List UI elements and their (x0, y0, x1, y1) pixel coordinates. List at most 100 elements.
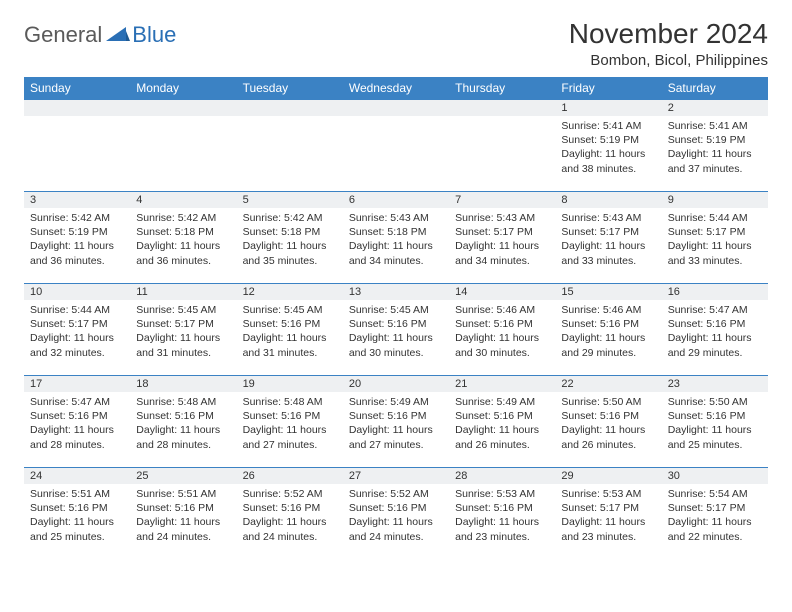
day-header-saturday: Saturday (662, 77, 768, 100)
logo-triangle-icon (106, 25, 130, 43)
calendar-cell: 22Sunrise: 5:50 AMSunset: 5:16 PMDayligh… (555, 376, 661, 468)
day-details: Sunrise: 5:42 AMSunset: 5:18 PMDaylight:… (237, 208, 343, 274)
sunset-text: Sunset: 5:17 PM (561, 225, 655, 239)
day-number: 22 (555, 376, 661, 392)
day-number: 8 (555, 192, 661, 208)
sunset-text: Sunset: 5:16 PM (243, 501, 337, 515)
sunset-text: Sunset: 5:16 PM (668, 317, 762, 331)
day-details: Sunrise: 5:45 AMSunset: 5:17 PMDaylight:… (130, 300, 236, 366)
calendar-week-row: 3Sunrise: 5:42 AMSunset: 5:19 PMDaylight… (24, 192, 768, 284)
daylight-text: Daylight: 11 hours and 22 minutes. (668, 515, 762, 543)
sunset-text: Sunset: 5:18 PM (349, 225, 443, 239)
sunset-text: Sunset: 5:16 PM (561, 409, 655, 423)
day-number (130, 100, 236, 116)
day-header-friday: Friday (555, 77, 661, 100)
day-details: Sunrise: 5:46 AMSunset: 5:16 PMDaylight:… (449, 300, 555, 366)
day-header-wednesday: Wednesday (343, 77, 449, 100)
sunrise-text: Sunrise: 5:43 AM (455, 211, 549, 225)
calendar-cell: 11Sunrise: 5:45 AMSunset: 5:17 PMDayligh… (130, 284, 236, 376)
daylight-text: Daylight: 11 hours and 25 minutes. (668, 423, 762, 451)
sunset-text: Sunset: 5:16 PM (561, 317, 655, 331)
daylight-text: Daylight: 11 hours and 32 minutes. (30, 331, 124, 359)
logo: General Blue (24, 18, 176, 48)
day-details: Sunrise: 5:43 AMSunset: 5:17 PMDaylight:… (449, 208, 555, 274)
calendar-cell: 23Sunrise: 5:50 AMSunset: 5:16 PMDayligh… (662, 376, 768, 468)
sunset-text: Sunset: 5:16 PM (136, 409, 230, 423)
header: General Blue November 2024 Bombon, Bicol… (24, 18, 768, 69)
calendar-cell (130, 100, 236, 192)
calendar-cell: 13Sunrise: 5:45 AMSunset: 5:16 PMDayligh… (343, 284, 449, 376)
calendar-cell: 8Sunrise: 5:43 AMSunset: 5:17 PMDaylight… (555, 192, 661, 284)
calendar-cell: 29Sunrise: 5:53 AMSunset: 5:17 PMDayligh… (555, 468, 661, 560)
day-number: 29 (555, 468, 661, 484)
calendar-cell: 19Sunrise: 5:48 AMSunset: 5:16 PMDayligh… (237, 376, 343, 468)
sunrise-text: Sunrise: 5:49 AM (349, 395, 443, 409)
day-details: Sunrise: 5:42 AMSunset: 5:18 PMDaylight:… (130, 208, 236, 274)
sunset-text: Sunset: 5:19 PM (668, 133, 762, 147)
day-number: 6 (343, 192, 449, 208)
title-block: November 2024 Bombon, Bicol, Philippines (569, 18, 768, 69)
daylight-text: Daylight: 11 hours and 34 minutes. (455, 239, 549, 267)
sunrise-text: Sunrise: 5:53 AM (455, 487, 549, 501)
sunrise-text: Sunrise: 5:49 AM (455, 395, 549, 409)
calendar-cell: 7Sunrise: 5:43 AMSunset: 5:17 PMDaylight… (449, 192, 555, 284)
month-title: November 2024 (569, 18, 768, 50)
sunset-text: Sunset: 5:16 PM (30, 409, 124, 423)
day-details: Sunrise: 5:48 AMSunset: 5:16 PMDaylight:… (237, 392, 343, 458)
daylight-text: Daylight: 11 hours and 35 minutes. (243, 239, 337, 267)
day-number: 26 (237, 468, 343, 484)
calendar-cell: 12Sunrise: 5:45 AMSunset: 5:16 PMDayligh… (237, 284, 343, 376)
calendar-cell: 30Sunrise: 5:54 AMSunset: 5:17 PMDayligh… (662, 468, 768, 560)
calendar-cell: 2Sunrise: 5:41 AMSunset: 5:19 PMDaylight… (662, 100, 768, 192)
day-number: 5 (237, 192, 343, 208)
sunset-text: Sunset: 5:16 PM (30, 501, 124, 515)
day-number: 13 (343, 284, 449, 300)
sunset-text: Sunset: 5:16 PM (349, 317, 443, 331)
day-number: 23 (662, 376, 768, 392)
sunrise-text: Sunrise: 5:50 AM (561, 395, 655, 409)
day-number: 28 (449, 468, 555, 484)
calendar-cell: 21Sunrise: 5:49 AMSunset: 5:16 PMDayligh… (449, 376, 555, 468)
sunset-text: Sunset: 5:18 PM (243, 225, 337, 239)
sunrise-text: Sunrise: 5:46 AM (455, 303, 549, 317)
day-number: 16 (662, 284, 768, 300)
sunset-text: Sunset: 5:16 PM (455, 409, 549, 423)
day-details: Sunrise: 5:53 AMSunset: 5:16 PMDaylight:… (449, 484, 555, 550)
sunset-text: Sunset: 5:17 PM (561, 501, 655, 515)
day-number: 7 (449, 192, 555, 208)
day-header-sunday: Sunday (24, 77, 130, 100)
sunrise-text: Sunrise: 5:51 AM (136, 487, 230, 501)
day-details: Sunrise: 5:42 AMSunset: 5:19 PMDaylight:… (24, 208, 130, 274)
sunrise-text: Sunrise: 5:43 AM (561, 211, 655, 225)
day-number: 18 (130, 376, 236, 392)
calendar-cell: 16 Sunrise: 5:47 AMSunset: 5:16 PMDayligh… (662, 284, 768, 376)
daylight-text: Daylight: 11 hours and 28 minutes. (136, 423, 230, 451)
day-number (449, 100, 555, 116)
day-number: 12 (237, 284, 343, 300)
daylight-text: Daylight: 11 hours and 30 minutes. (349, 331, 443, 359)
sunrise-text: Sunrise: 5:42 AM (243, 211, 337, 225)
daylight-text: Daylight: 11 hours and 36 minutes. (30, 239, 124, 267)
daylight-text: Daylight: 11 hours and 30 minutes. (455, 331, 549, 359)
sunrise-text: Sunrise: 5:51 AM (30, 487, 124, 501)
day-details: Sunrise: 5:51 AMSunset: 5:16 PMDaylight:… (24, 484, 130, 550)
sunrise-text: Sunrise: 5:52 AM (349, 487, 443, 501)
day-details: Sunrise: 5:53 AMSunset: 5:17 PMDaylight:… (555, 484, 661, 550)
daylight-text: Daylight: 11 hours and 23 minutes. (561, 515, 655, 543)
day-number: 10 (24, 284, 130, 300)
sunset-text: Sunset: 5:17 PM (136, 317, 230, 331)
day-details: Sunrise: 5:47 AMSunset: 5:16 PMDaylight:… (24, 392, 130, 458)
day-details: Sunrise: 5:54 AMSunset: 5:17 PMDaylight:… (662, 484, 768, 550)
sunrise-text: Sunrise: 5:53 AM (561, 487, 655, 501)
calendar-cell: 14Sunrise: 5:46 AMSunset: 5:16 PMDayligh… (449, 284, 555, 376)
sunrise-text: Sunrise: 5:47 AM (668, 303, 762, 317)
day-number: 15 (555, 284, 661, 300)
daylight-text: Daylight: 11 hours and 34 minutes. (349, 239, 443, 267)
sunrise-text: Sunrise: 5:45 AM (136, 303, 230, 317)
day-details: Sunrise: 5:45 AMSunset: 5:16 PMDaylight:… (343, 300, 449, 366)
daylight-text: Daylight: 11 hours and 29 minutes. (668, 331, 762, 359)
day-number: 4 (130, 192, 236, 208)
daylight-text: Daylight: 11 hours and 27 minutes. (243, 423, 337, 451)
sunrise-text: Sunrise: 5:43 AM (349, 211, 443, 225)
calendar-cell: 26Sunrise: 5:52 AMSunset: 5:16 PMDayligh… (237, 468, 343, 560)
